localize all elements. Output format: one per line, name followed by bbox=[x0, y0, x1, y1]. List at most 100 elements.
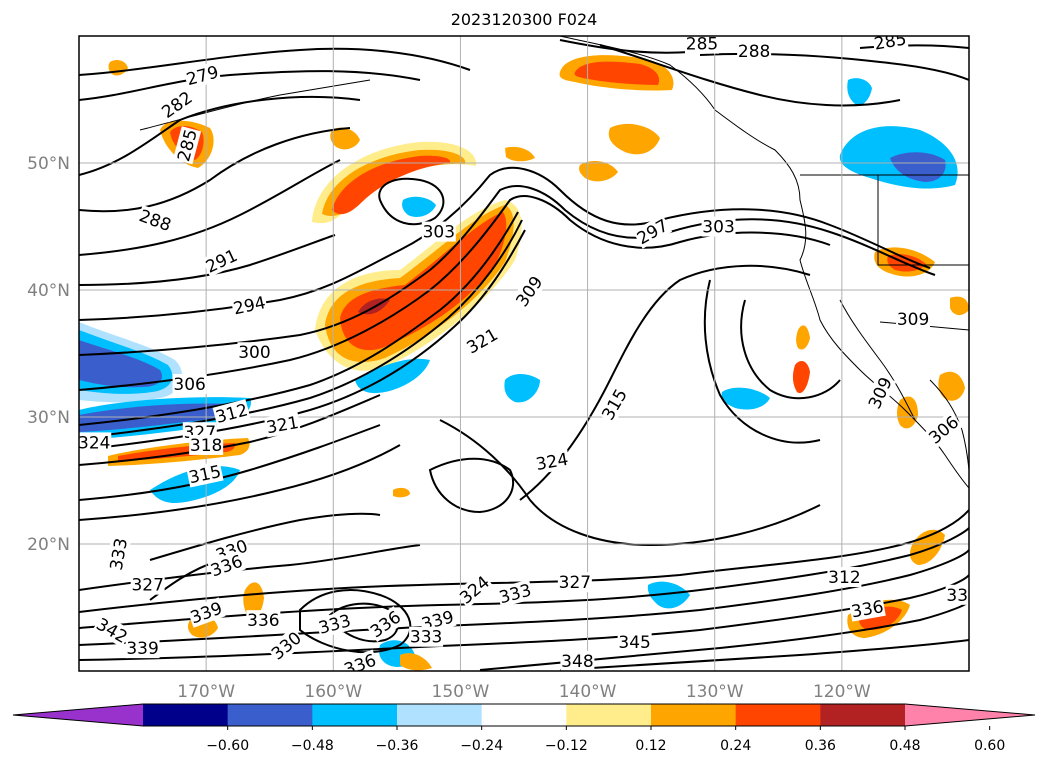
negative-shading-small-5 bbox=[647, 581, 690, 609]
colorbar-tick-label: 0.24 bbox=[720, 738, 751, 754]
lon-tick-label: 120°W bbox=[813, 682, 871, 702]
contour-line bbox=[79, 219, 523, 439]
colorbar-tick-label: 0.60 bbox=[974, 738, 1005, 754]
contour-label-background bbox=[263, 411, 301, 438]
positive-shading-east-5 bbox=[796, 325, 810, 350]
contour-line bbox=[79, 195, 831, 391]
contour-label: 327 bbox=[557, 572, 592, 593]
contour-label-text: 285 bbox=[686, 35, 718, 55]
contour-label-background bbox=[186, 460, 224, 488]
height-contours bbox=[79, 39, 969, 671]
contour-line bbox=[79, 127, 351, 213]
positive-shading-east-3 bbox=[608, 123, 660, 155]
colorbar-segment bbox=[481, 704, 567, 726]
contour-label-background bbox=[172, 373, 207, 394]
colorbar-tick-label: 0.36 bbox=[805, 738, 836, 754]
contour-label-background bbox=[533, 448, 571, 475]
colorbar-segment bbox=[566, 704, 652, 726]
contour-label: 285 bbox=[871, 29, 909, 55]
contour-label-text: 285 bbox=[873, 29, 908, 54]
contour-label-background bbox=[701, 216, 736, 237]
contour-label: 324 bbox=[78, 432, 112, 453]
lat-tick-label: 20°N bbox=[27, 535, 70, 555]
contour-label-text: 324 bbox=[78, 433, 110, 453]
coastline-aleutians bbox=[139, 79, 371, 131]
contour-line bbox=[859, 44, 969, 49]
contour-label: 336 bbox=[246, 610, 281, 631]
contour-label-background bbox=[496, 579, 535, 608]
contour-label: 327 bbox=[130, 574, 165, 596]
colorbar-segment bbox=[651, 704, 737, 726]
contour-label-text: 318 bbox=[190, 436, 222, 456]
contour-label-background bbox=[924, 411, 964, 449]
contour-label: 339 bbox=[125, 638, 160, 659]
contour-label: 309 bbox=[896, 309, 931, 330]
contour-line bbox=[79, 211, 519, 426]
contour-label: 321 bbox=[263, 411, 301, 438]
contour-label-background bbox=[597, 384, 632, 425]
contour-label-background bbox=[340, 649, 380, 671]
colorbar-tick-label: −0.48 bbox=[291, 738, 334, 754]
colorbar-segment bbox=[820, 704, 906, 726]
coastline-mexico bbox=[929, 379, 969, 471]
contour-label-text: 303 bbox=[423, 223, 455, 243]
lon-tick-label: 150°W bbox=[432, 682, 490, 702]
negative-shading-small-4 bbox=[847, 78, 872, 106]
contour-label-background bbox=[315, 609, 354, 639]
contour-label-background bbox=[462, 323, 502, 358]
contour-label-background bbox=[871, 36, 909, 54]
colorbar-outline bbox=[12, 703, 1036, 727]
positive-shading-nw-2 bbox=[330, 127, 360, 150]
contour-label-background bbox=[421, 221, 456, 242]
lon-tick-label: 160°W bbox=[304, 682, 362, 702]
contour-label-background bbox=[183, 61, 222, 90]
contour-label-background bbox=[230, 291, 269, 319]
contour-line bbox=[79, 394, 381, 466]
contour-label-background bbox=[266, 627, 306, 665]
contour-label-background bbox=[863, 373, 897, 413]
map-title: 2023120300 F024 bbox=[451, 10, 598, 29]
lon-tick-label: 140°W bbox=[559, 682, 617, 702]
contour-label: 345 bbox=[617, 631, 652, 653]
lat-tick-label: 50°N bbox=[27, 154, 70, 174]
contour-label-text: 303 bbox=[702, 218, 734, 238]
positive-shading-misc-1 bbox=[393, 487, 410, 498]
contour-line bbox=[559, 639, 969, 671]
colorbar-tick-label: −0.36 bbox=[376, 738, 419, 754]
positive-shading-misc-2 bbox=[505, 146, 535, 162]
gridlines bbox=[79, 36, 969, 671]
colorbar: −0.60 −0.48 −0.36 −0.24 −0.12 0.12 0.24 0.36 0.4… bbox=[12, 703, 1036, 754]
contour-label: 333 bbox=[409, 626, 444, 648]
contour-line bbox=[79, 424, 381, 501]
contour-label-text: 288 bbox=[738, 42, 770, 62]
contour-label-background bbox=[409, 626, 444, 647]
contour-line bbox=[149, 512, 381, 561]
contour-label-background bbox=[848, 595, 886, 622]
contour-label-background bbox=[212, 399, 251, 428]
colorbar-tick-label: 0.12 bbox=[635, 738, 666, 754]
contour-line bbox=[79, 70, 421, 101]
negative-shading-midblue bbox=[79, 340, 162, 388]
contour-line bbox=[79, 229, 526, 451]
contour-label-background bbox=[454, 571, 494, 609]
negative-shading-small-1 bbox=[402, 196, 436, 217]
contour-label-background bbox=[186, 597, 226, 628]
contour-line bbox=[79, 47, 471, 76]
contour-label-background bbox=[92, 613, 132, 648]
coastlines bbox=[139, 36, 969, 489]
contour-label-text: 300 bbox=[238, 343, 270, 363]
colorbar-segment bbox=[227, 704, 313, 726]
colorbar-tick-label: −0.12 bbox=[545, 738, 588, 754]
contour-label-background bbox=[365, 606, 406, 642]
negative-shading-small-3 bbox=[721, 387, 770, 410]
contour-label-text: 345 bbox=[618, 633, 650, 653]
positive-shading-misc-3 bbox=[950, 296, 969, 316]
contour-label-background bbox=[189, 434, 224, 455]
contour-line bbox=[79, 185, 936, 356]
contour-line bbox=[79, 509, 969, 613]
contour-label-text: 339 bbox=[126, 639, 158, 659]
contour-label-background bbox=[105, 535, 132, 573]
contour-label-background bbox=[130, 574, 165, 595]
